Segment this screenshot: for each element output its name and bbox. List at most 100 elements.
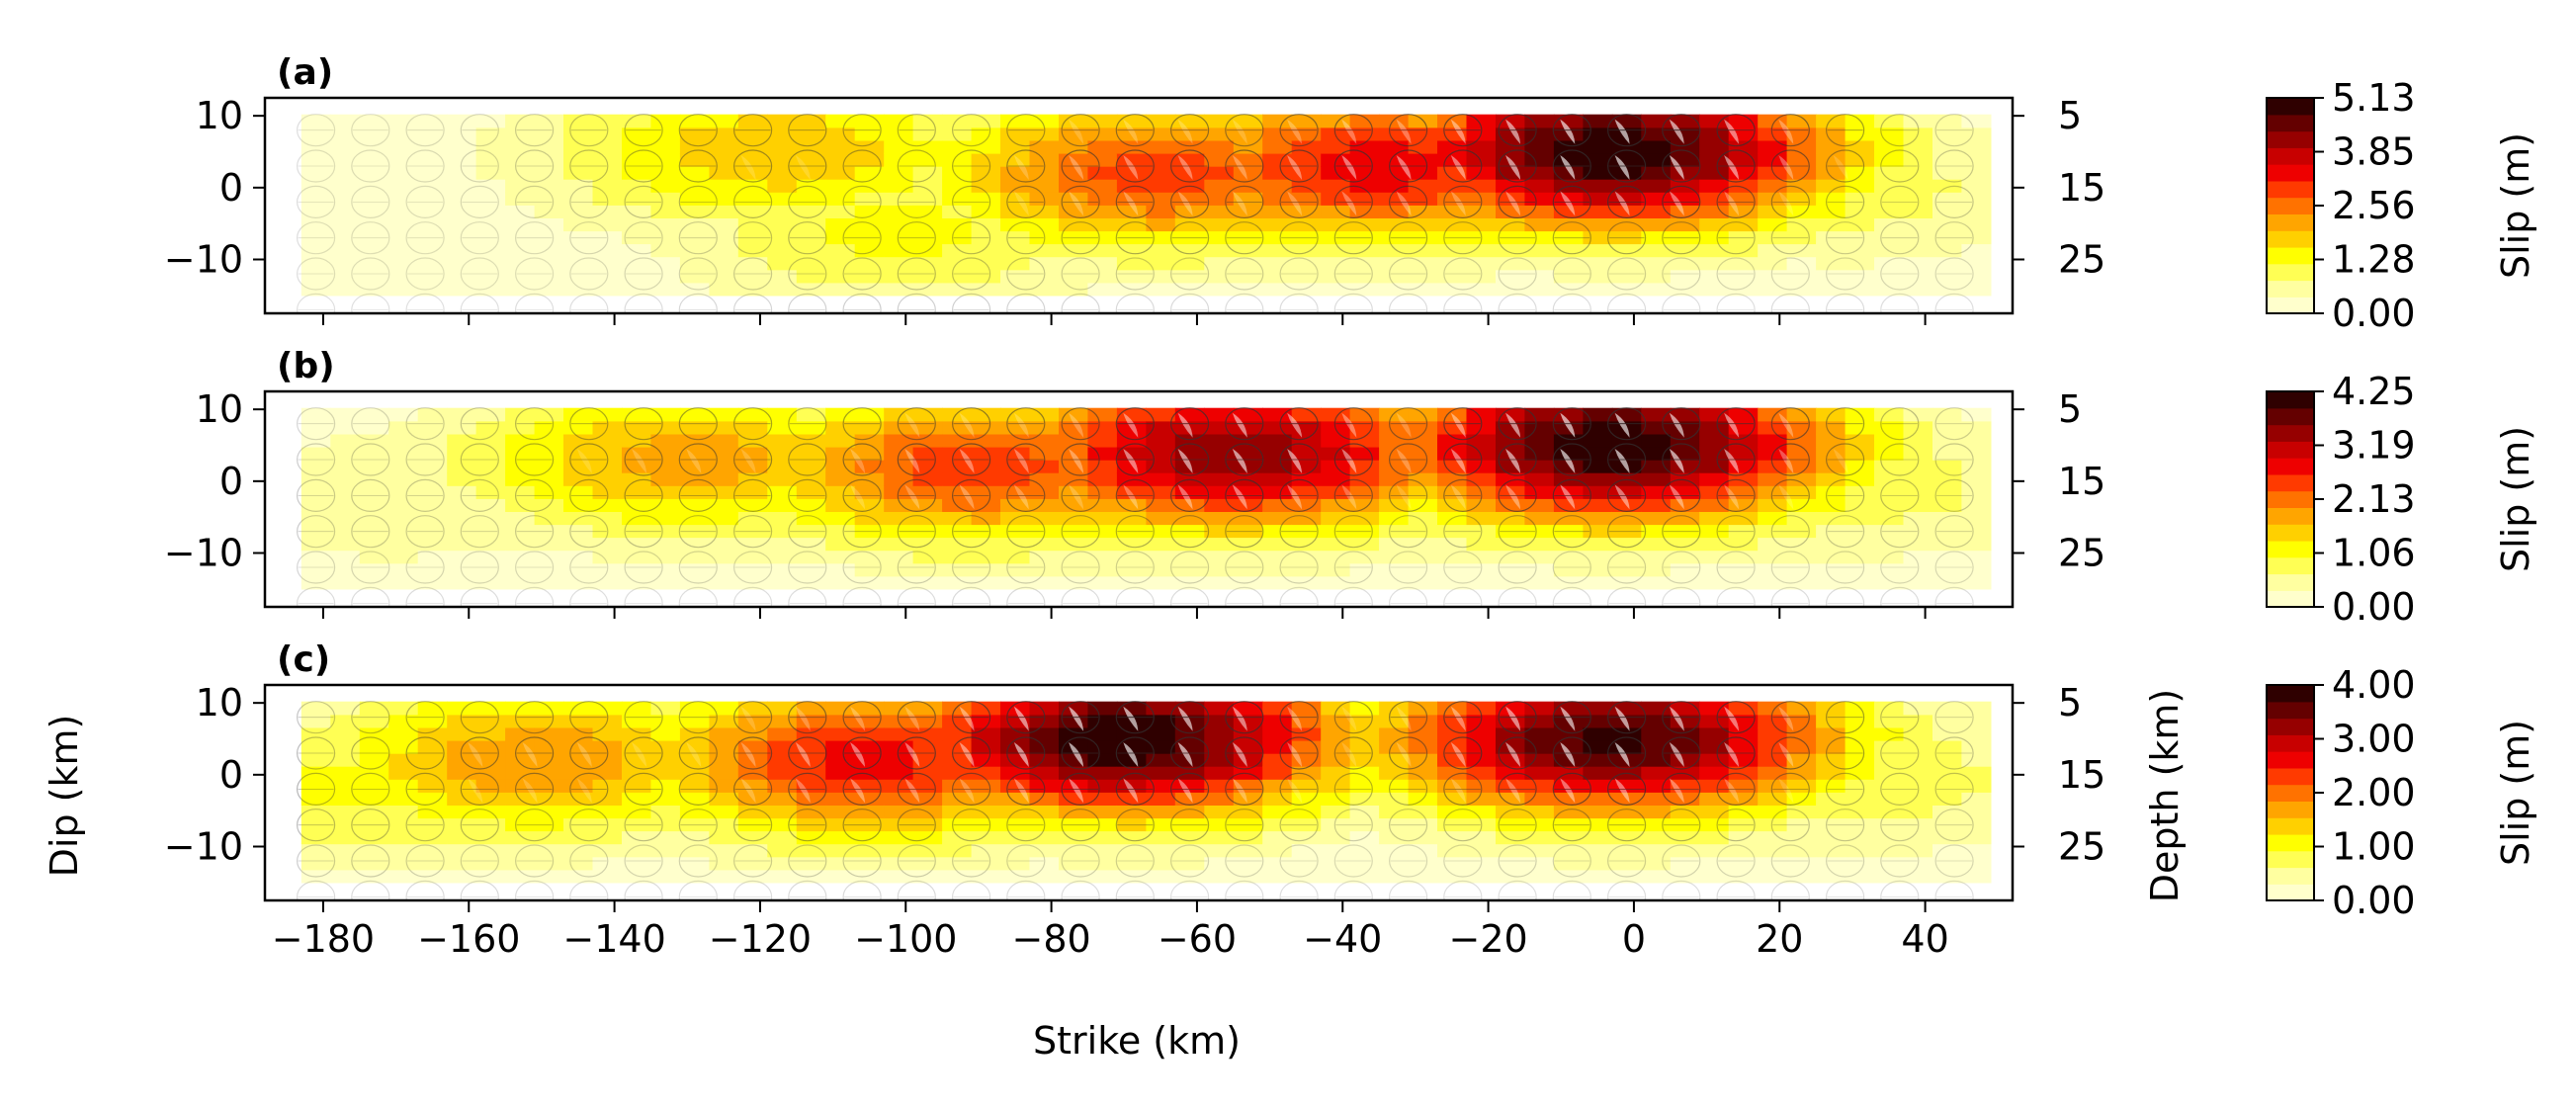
slip-cell (1174, 792, 1205, 806)
slip-cell (1087, 714, 1118, 728)
slip-cell (1583, 843, 1613, 858)
colorbar-segment (2267, 490, 2314, 508)
focal-mechanism (460, 736, 499, 770)
slip-cell (1758, 575, 1788, 590)
slip-cell (1408, 575, 1438, 590)
slip-cell (1262, 498, 1293, 512)
slip-cell (737, 166, 768, 180)
slip-cell (737, 498, 768, 512)
slip-cell (1961, 701, 1992, 716)
slip-cell (709, 537, 739, 552)
slip-cell (1059, 830, 1089, 845)
focal-mechanism (1606, 443, 1647, 476)
focal-mechanism (842, 407, 882, 441)
slip-cell (1174, 524, 1205, 539)
slip-cell (1466, 843, 1497, 858)
slip-cell (1291, 282, 1322, 297)
focal-mechanism (1662, 551, 1701, 584)
slip-cell (1321, 217, 1351, 232)
focal-mechanism (842, 515, 882, 549)
slip-cell (417, 843, 448, 858)
slip-cell (1961, 753, 1992, 767)
focal-mechanism (1006, 736, 1046, 770)
slip-cell (1641, 166, 1672, 180)
focal-mechanism (351, 551, 390, 584)
slip-cell (417, 192, 448, 206)
slip-cell (1379, 869, 1410, 884)
slip-cell (1146, 766, 1176, 780)
slip-cell (475, 153, 506, 167)
slip-cell (1903, 433, 1933, 448)
slip-cell (301, 830, 331, 845)
slip-cell (1524, 282, 1555, 297)
slip-cell (737, 256, 768, 271)
slip-cell (1553, 562, 1584, 577)
slip-cell (592, 179, 623, 193)
slip-cell (1437, 550, 1468, 564)
focal-mechanism (1716, 478, 1756, 512)
slip-cell (388, 562, 419, 577)
slip-cell (1903, 407, 1933, 422)
slip-cell (359, 192, 389, 206)
slip-cell (1437, 766, 1468, 780)
slip-cell (563, 511, 594, 526)
slip-cell (1029, 139, 1060, 154)
focal-mechanism (1061, 736, 1100, 770)
slip-cell (534, 562, 564, 577)
slip-cell (825, 562, 856, 577)
slip-cell (1553, 256, 1584, 271)
slip-cell (1903, 726, 1933, 741)
slip-cell (1233, 256, 1263, 271)
slip-cell (884, 562, 914, 577)
focal-mechanism (1770, 478, 1810, 512)
slip-cell (1029, 230, 1060, 245)
slip-cell (592, 127, 623, 141)
slip-cell (1816, 817, 1846, 832)
slip-cell (1611, 282, 1642, 297)
focal-mechanism (732, 114, 773, 147)
slip-cell (1670, 139, 1700, 154)
slip-cell (1262, 230, 1293, 245)
focal-mechanism (678, 407, 718, 441)
slip-cell (1583, 726, 1613, 741)
slip-cell (622, 779, 652, 793)
slip-cell (563, 179, 594, 193)
slip-cell (622, 740, 652, 754)
slip-cell (1262, 726, 1293, 741)
slip-cell (1874, 817, 1905, 832)
slip-cell (767, 192, 798, 206)
slip-cell (942, 805, 973, 819)
focal-mechanism (1388, 443, 1428, 476)
focal-mechanism (1552, 772, 1591, 807)
slip-cell (1932, 230, 1963, 245)
slip-cell (388, 485, 419, 499)
slip-cell (1321, 779, 1351, 793)
slip-cell (330, 766, 361, 780)
slip-cell (417, 537, 448, 552)
focal-mechanism (1006, 407, 1046, 441)
focal-mechanism (1169, 844, 1210, 878)
slip-cell (534, 575, 564, 590)
slip-cell (1583, 472, 1613, 486)
slip-cell (417, 753, 448, 767)
slip-cell (301, 792, 331, 806)
slip-cell (854, 524, 885, 539)
slip-cell (563, 779, 594, 793)
colorbar-segment (2267, 850, 2314, 869)
slip-cell (1786, 511, 1817, 526)
focal-mechanism (1169, 114, 1210, 147)
slip-cell (1611, 805, 1642, 819)
slip-cell (447, 856, 477, 871)
slip-cell (1174, 447, 1205, 461)
slip-cell (854, 805, 885, 819)
slip-cell (1670, 511, 1700, 526)
slip-cell (1932, 192, 1963, 206)
slip-cell (1961, 740, 1992, 754)
slip-cell (1262, 179, 1293, 193)
slip-cell (359, 714, 389, 728)
slip-cell (942, 817, 973, 832)
slip-cell (1437, 843, 1468, 858)
slip-cell (854, 243, 885, 258)
slip-cell (971, 575, 1001, 590)
slip-cell (1233, 537, 1263, 552)
